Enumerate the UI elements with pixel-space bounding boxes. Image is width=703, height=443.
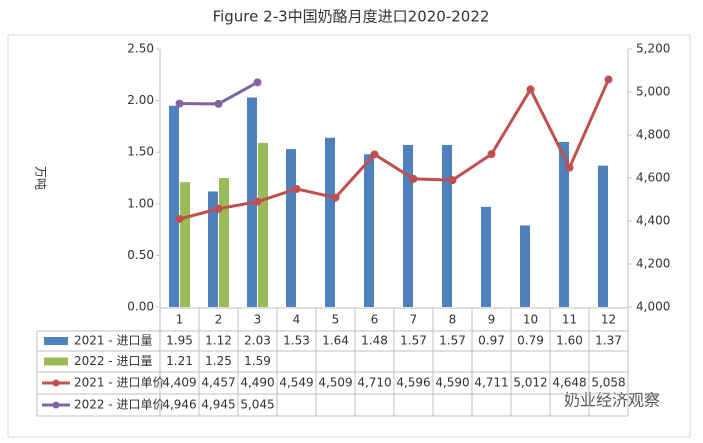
- x-tick-label: 10: [523, 313, 538, 327]
- y-tick-label: 1.50: [127, 145, 154, 159]
- table-value: 4,549: [279, 376, 313, 390]
- table-value: 1.57: [400, 334, 427, 348]
- x-tick-label: 9: [488, 313, 496, 327]
- bar: [169, 105, 179, 307]
- legend-label: 2022 - 进口量: [74, 354, 153, 368]
- y-axis-label: 万吨: [34, 166, 48, 190]
- table-value: 1.95: [166, 334, 193, 348]
- legend-key: [44, 357, 68, 366]
- legend-key: [44, 337, 68, 345]
- x-tick-label: 8: [449, 313, 457, 327]
- x-tick-label: 2: [215, 313, 223, 327]
- legend-label: 2021 - 进口单价: [74, 376, 165, 390]
- table-value: 4,490: [240, 376, 274, 390]
- legend-key: [52, 401, 60, 409]
- y-tick-label: 1.00: [127, 196, 154, 210]
- x-tick-label: 7: [410, 313, 418, 327]
- bar: [258, 142, 268, 307]
- x-tick-label: 4: [293, 313, 301, 327]
- point: [526, 85, 535, 94]
- y2-tick-label: 4,600: [636, 171, 670, 185]
- chart-title: Figure 2-3中国奶酪月度进口2020-2022: [213, 8, 490, 26]
- bar: [403, 144, 413, 307]
- table-value: 1.57: [439, 334, 466, 348]
- table-value: 4,711: [474, 376, 508, 390]
- y2-tick-label: 4,400: [636, 214, 670, 228]
- x-tick-label: 6: [371, 313, 379, 327]
- bar: [286, 149, 296, 307]
- bar: [559, 141, 569, 307]
- x-tick-label: 1: [176, 313, 184, 327]
- table-value: 4,648: [552, 376, 586, 390]
- bar: [442, 144, 452, 307]
- table-value: 4,946: [162, 398, 196, 412]
- table-value: 2.03: [244, 334, 271, 348]
- point: [370, 150, 379, 159]
- point: [253, 78, 262, 87]
- table-value: 4,409: [162, 376, 196, 390]
- table-value: 4,590: [435, 376, 469, 390]
- x-tick-label: 12: [601, 313, 616, 327]
- y2-tick-label: 4,200: [636, 257, 670, 271]
- legend-label: 2021 - 进口量: [74, 334, 153, 348]
- x-tick-label: 3: [254, 313, 262, 327]
- y-tick-label: 2.00: [127, 93, 154, 107]
- point: [604, 75, 613, 84]
- point: [331, 193, 340, 202]
- table-value: 1.60: [556, 334, 583, 348]
- bar: [520, 225, 530, 307]
- watermark: 奶业经济观察: [564, 391, 660, 410]
- y2-tick-label: 5,000: [636, 85, 670, 99]
- line: [179, 78, 610, 221]
- table-value: 5,058: [591, 376, 625, 390]
- table-value: 1.37: [595, 334, 622, 348]
- table-value: 1.25: [205, 354, 232, 368]
- legend-key: [52, 379, 60, 387]
- point: [565, 163, 574, 172]
- y-tick-label: 0.00: [127, 300, 154, 314]
- point: [175, 215, 184, 224]
- y-tick-label: 2.50: [127, 42, 154, 56]
- table-value: 1.12: [205, 334, 232, 348]
- point: [214, 204, 223, 213]
- table-value: 1.59: [244, 354, 271, 368]
- table-value: 5,012: [513, 376, 547, 390]
- point: [409, 174, 418, 183]
- x-tick-label: 5: [332, 313, 340, 327]
- table-value: 1.53: [283, 334, 310, 348]
- table-value: 4,509: [318, 376, 352, 390]
- x-tick-label: 11: [562, 313, 577, 327]
- table-value: 1.48: [361, 334, 388, 348]
- table-value: 4,945: [201, 398, 235, 412]
- bar: [180, 182, 190, 307]
- y2-tick-label: 5,200: [636, 42, 670, 56]
- legend-label: 2022 - 进口单价: [74, 398, 165, 412]
- y-tick-label: 0.50: [127, 248, 154, 262]
- table-value: 4,457: [201, 376, 235, 390]
- table-value: 4,710: [357, 376, 391, 390]
- table-value: 0.97: [478, 334, 505, 348]
- table-value: 1.64: [322, 334, 349, 348]
- bar: [481, 206, 491, 307]
- bar: [325, 137, 335, 307]
- bar: [598, 165, 608, 307]
- point: [175, 99, 184, 108]
- point: [448, 176, 457, 185]
- table-value: 4,596: [396, 376, 430, 390]
- point: [292, 184, 301, 193]
- table-value: 0.79: [517, 334, 544, 348]
- y2-tick-label: 4,800: [636, 128, 670, 142]
- y2-tick-label: 4,000: [636, 300, 670, 314]
- point: [214, 99, 223, 108]
- bar: [219, 178, 229, 307]
- point: [487, 150, 496, 159]
- bar: [364, 154, 374, 307]
- bar: [208, 191, 218, 307]
- table-value: 1.21: [166, 354, 193, 368]
- table-value: 5,045: [240, 398, 274, 412]
- point: [253, 197, 262, 206]
- chart-frame: [7, 34, 691, 438]
